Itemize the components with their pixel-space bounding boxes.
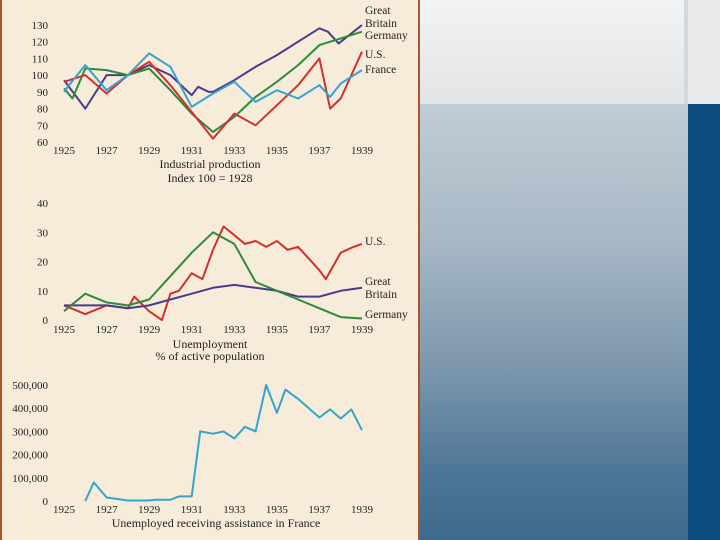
y-tick-label: 0 [43, 315, 49, 327]
y-tick-label: 30 [37, 227, 49, 239]
y-tick-label: 200,000 [12, 450, 48, 462]
x-tick-label: 1931 [181, 504, 203, 516]
x-tick-label: 1933 [223, 145, 246, 157]
x-tick-label: 1927 [96, 145, 119, 157]
y-tick-label: 120 [32, 37, 49, 49]
y-tick-label: 80 [37, 104, 49, 116]
slide-background-top [420, 0, 720, 104]
legend-label-great-britain: Great [365, 5, 391, 17]
slide-background-strip [684, 0, 688, 104]
x-tick-label: 1935 [266, 504, 289, 516]
y-tick-label: 100 [32, 70, 49, 82]
x-tick-label: 1935 [266, 324, 289, 336]
y-tick-label: 0 [43, 496, 49, 508]
slide-background-band [688, 0, 720, 104]
chart-title: Unemployed receiving assistance in Franc… [112, 516, 321, 530]
y-tick-label: 300,000 [12, 426, 48, 438]
y-tick-label: 60 [37, 137, 49, 149]
x-tick-label: 1939 [351, 504, 374, 516]
x-tick-label: 1933 [223, 504, 246, 516]
legend-label-germany: Germany [365, 309, 408, 321]
series-line-germany [63, 30, 363, 133]
x-tick-label: 1937 [308, 145, 331, 157]
chart-unemployment: 0 10 20 30 40 1925 1927 1929 1931 1933 1935 1937 193… [37, 197, 408, 363]
x-tick-label: 1927 [96, 504, 119, 516]
x-tick-label: 1939 [351, 145, 374, 157]
x-tick-label: 1925 [53, 324, 76, 336]
x-tick-label: 1927 [96, 324, 119, 336]
legend-label-great-britain: Britain [365, 289, 397, 301]
x-tick-label: 1937 [308, 504, 331, 516]
x-tick-label: 1931 [181, 324, 203, 336]
slide-accent-bar [688, 104, 720, 540]
y-tick-label: 20 [37, 257, 49, 269]
series-line-france [84, 384, 363, 502]
x-tick-label: 1935 [266, 145, 289, 157]
x-tick-label: 1925 [53, 504, 76, 516]
chart-title: Unemployment [173, 337, 248, 351]
chart-france-assistance: 0 100,000 200,000 300,000 400,000 500,000 1925… [12, 379, 374, 530]
y-tick-label: 90 [37, 87, 49, 99]
x-tick-label: 1933 [223, 324, 246, 336]
legend-label-u-s: U.S. [365, 49, 386, 61]
series-line-great-britain [63, 24, 363, 110]
y-tick-label: 100,000 [12, 473, 48, 485]
legend-label-germany: Germany [365, 30, 408, 42]
legend-label-great-britain: Great [365, 276, 391, 288]
y-tick-label: 40 [37, 198, 49, 210]
series-line-great-britain [64, 283, 363, 310]
y-tick-label: 130 [32, 20, 49, 32]
slide-background-gradient [420, 104, 688, 540]
y-tick-label: 110 [32, 53, 49, 65]
y-tick-label: 400,000 [12, 403, 48, 415]
legend-label-great-britain: Britain [365, 18, 397, 30]
series-line-u-s [63, 51, 363, 140]
series-line-germany [63, 231, 363, 320]
x-tick-label: 1931 [181, 145, 203, 157]
x-tick-label: 1937 [308, 324, 331, 336]
legend-label-france: France [365, 64, 396, 76]
legend-label-u-s: U.S. [365, 236, 386, 248]
x-tick-label: 1929 [138, 504, 161, 516]
chart-subtitle: % of active population [156, 349, 265, 363]
chart-panel [0, 0, 420, 540]
x-tick-label: 1925 [53, 145, 76, 157]
y-tick-label: 70 [37, 120, 49, 132]
chart-subtitle: Index 100 = 1928 [167, 171, 252, 185]
y-tick-label: 500,000 [12, 380, 48, 392]
x-tick-label: 1939 [351, 324, 374, 336]
x-tick-label: 1929 [138, 324, 161, 336]
chart-title: Industrial production [160, 157, 261, 171]
x-tick-label: 1929 [138, 145, 161, 157]
chart-industrial: 60 70 80 90 100 110 120 130 1925 1927 1929 1931 1933… [32, 5, 409, 185]
y-tick-label: 10 [37, 286, 49, 298]
series-line-france [63, 52, 363, 108]
